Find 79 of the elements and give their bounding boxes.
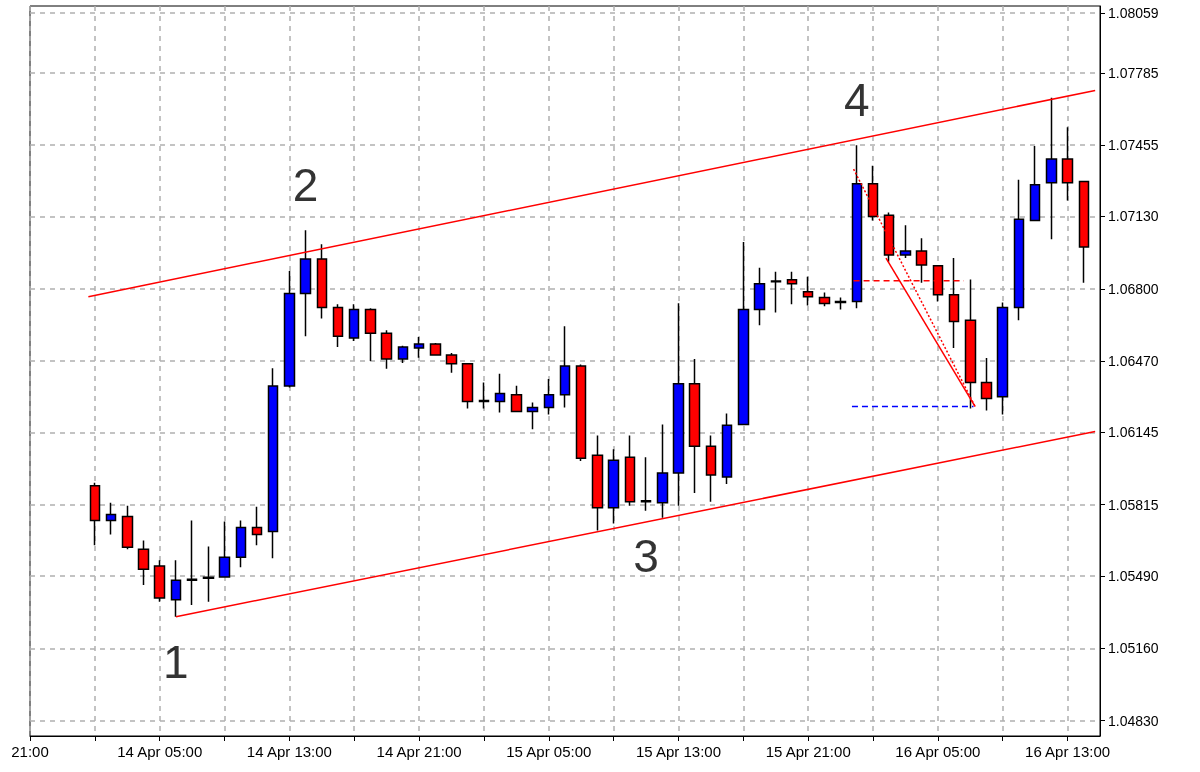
candlestick — [494, 373, 506, 414]
candlestick — [332, 303, 344, 348]
x-tick-label: 21:00 — [11, 743, 49, 760]
candlestick — [543, 378, 555, 416]
candlestick — [478, 381, 490, 410]
x-tick-label: 14 Apr 05:00 — [117, 743, 203, 760]
y-tick-label: 1.05490 — [1108, 567, 1159, 584]
candlestick — [834, 296, 847, 311]
candlestick — [299, 229, 312, 337]
annotation: 4 — [844, 74, 870, 127]
candlestick — [656, 423, 669, 519]
y-tick-label: 1.07455 — [1108, 137, 1159, 154]
candlestick — [575, 363, 587, 462]
candlestick — [413, 336, 425, 359]
candlestick — [137, 539, 150, 586]
candlestick — [380, 329, 393, 370]
candlestick — [105, 502, 117, 536]
candlestick — [283, 270, 296, 389]
candlestick — [461, 362, 474, 410]
candlestick — [818, 291, 831, 308]
y-tick-label: 1.06800 — [1108, 280, 1159, 297]
candlestick — [526, 401, 539, 431]
candlestick — [202, 545, 215, 603]
candlestick — [786, 270, 798, 306]
candlestick — [851, 144, 863, 310]
candlestick — [348, 303, 360, 342]
candlestick — [607, 448, 620, 525]
candlestick — [705, 434, 717, 503]
x-tick-label: 16 Apr 05:00 — [895, 743, 981, 760]
candlestick — [89, 482, 101, 547]
candlestick — [397, 345, 409, 364]
x-tick-label: 15 Apr 21:00 — [765, 743, 851, 760]
x-tick-label: 15 Apr 05:00 — [506, 743, 592, 760]
candlestick — [802, 275, 814, 307]
candlestick — [1078, 180, 1090, 284]
x-tick-label: 14 Apr 21:00 — [376, 743, 462, 760]
y-tick-label: 1.04830 — [1108, 712, 1159, 729]
y-tick-label: 1.08059 — [1108, 4, 1159, 21]
annotation: 1 — [163, 635, 189, 688]
candlestick — [1061, 126, 1074, 202]
candlestick — [640, 456, 652, 512]
candlestick — [737, 241, 750, 426]
candlestick — [591, 434, 604, 532]
candlestick — [153, 559, 166, 603]
candlestick — [721, 412, 733, 485]
y-tick-label: 1.06145 — [1108, 424, 1159, 441]
candlestick — [1013, 179, 1025, 322]
candlestick — [429, 342, 442, 357]
candlestick — [267, 367, 279, 559]
candlestick — [753, 267, 766, 326]
candlestick — [251, 505, 263, 547]
x-tick-label: 15 Apr 13:00 — [635, 743, 722, 760]
annotation: 3 — [633, 529, 659, 582]
candlestick — [364, 307, 377, 362]
candlestick — [235, 519, 247, 568]
candlestick — [186, 519, 198, 606]
candlestick — [688, 358, 701, 494]
y-tick-label: 1.06470 — [1108, 353, 1159, 370]
candlestick — [218, 520, 231, 578]
candlestick — [770, 270, 782, 314]
x-tick-label: 16 Apr 13:00 — [1025, 743, 1111, 760]
candlestick — [624, 434, 636, 507]
candlestick — [559, 325, 571, 409]
candlestick — [121, 505, 134, 550]
y-tick-label: 1.07785 — [1108, 64, 1159, 81]
candlestick — [980, 357, 993, 412]
candlestick — [672, 302, 685, 507]
candlestick — [996, 301, 1009, 416]
candlestick — [170, 559, 182, 618]
y-tick-label: 1.05815 — [1108, 496, 1159, 513]
candlestick — [510, 384, 523, 413]
candlestick — [445, 352, 458, 374]
candlestick — [1045, 96, 1058, 240]
x-tick-label: 14 Apr 13:00 — [246, 743, 332, 760]
y-tick-label: 1.05160 — [1108, 640, 1159, 657]
candlestick — [899, 224, 912, 259]
y-tick-label: 1.07130 — [1108, 208, 1159, 225]
annotation: 2 — [292, 159, 319, 212]
candlestick — [1029, 145, 1041, 223]
